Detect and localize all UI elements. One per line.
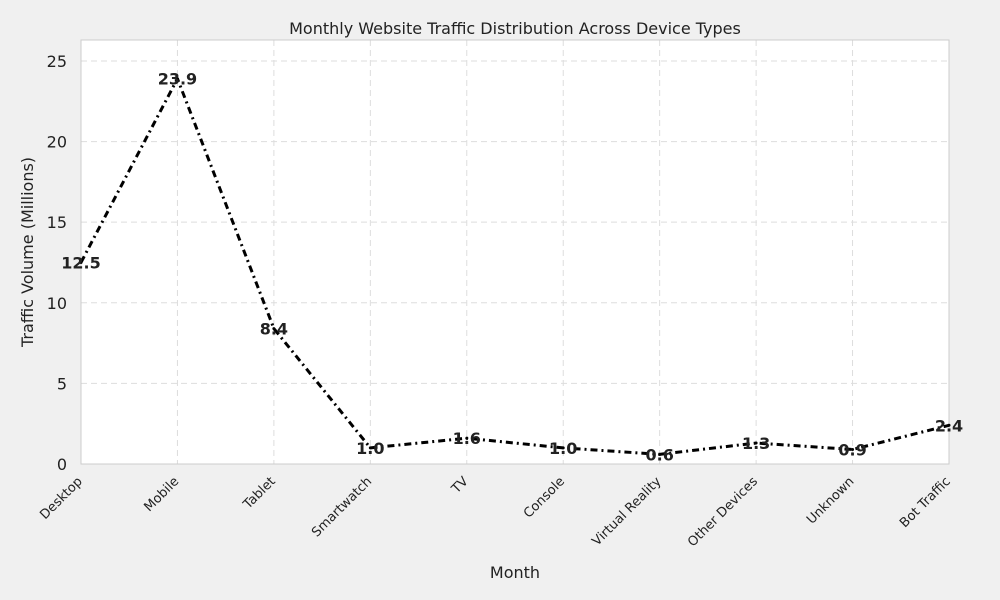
data-label: 1.6 [453, 429, 481, 448]
x-tick-label: Unknown [804, 474, 857, 527]
data-point [368, 446, 372, 450]
data-label: 0.9 [838, 440, 866, 459]
x-axis-label: Month [490, 563, 540, 582]
series-line [79, 77, 950, 456]
y-axis-label: Traffic Volume (Millions) [18, 157, 37, 348]
x-axis-ticks: Desktop Mobile Tablet Smartwatch TV Console Vi… [37, 474, 954, 550]
plot-area [81, 40, 949, 464]
y-tick-label: 20 [47, 133, 67, 152]
data-point [658, 452, 662, 456]
data-point [754, 441, 758, 445]
x-tick-label: Tablet [240, 474, 279, 513]
y-tick-label: 5 [57, 374, 67, 393]
data-label: 12.5 [61, 253, 100, 272]
x-tick-label: Mobile [142, 474, 183, 515]
x-tick-label: Desktop [37, 474, 86, 523]
data-point [175, 77, 179, 81]
x-tick-label: Other Devices [685, 474, 761, 550]
y-axis-ticks: 0 5 10 15 20 25 [47, 52, 67, 474]
data-point [79, 260, 83, 264]
axes-frame [80, 39, 950, 465]
data-label-layer: 12.5 23.9 8.4 1.0 1.6 1.0 0.6 1.3 0.9 2.4 [61, 70, 963, 465]
x-tick-label: Smartwatch [309, 474, 375, 540]
x-tick-label: Console [521, 474, 568, 521]
data-point [851, 447, 855, 451]
y-tick-label: 10 [47, 294, 67, 313]
data-point [272, 327, 276, 331]
data-label: 23.9 [158, 70, 197, 89]
y-tick-label: 15 [47, 213, 67, 232]
data-label: 1.0 [549, 439, 577, 458]
y-tick-label: 25 [47, 52, 67, 71]
series-layer [79, 77, 951, 456]
data-point [947, 423, 951, 427]
x-tick-label: Virtual Reality [590, 474, 665, 549]
data-label: 1.3 [742, 434, 770, 453]
data-label: 1.0 [356, 439, 384, 458]
y-tick-label: 0 [57, 455, 67, 474]
data-point [465, 436, 469, 440]
data-label: 2.4 [935, 416, 963, 435]
data-point [561, 446, 565, 450]
data-label: 8.4 [260, 320, 288, 339]
data-label: 0.6 [645, 445, 673, 464]
grid [80, 40, 950, 465]
x-tick-label: Bot Traffic [897, 474, 954, 531]
x-tick-label: TV [448, 474, 471, 497]
chart-title: Monthly Website Traffic Distribution Acr… [289, 19, 741, 38]
